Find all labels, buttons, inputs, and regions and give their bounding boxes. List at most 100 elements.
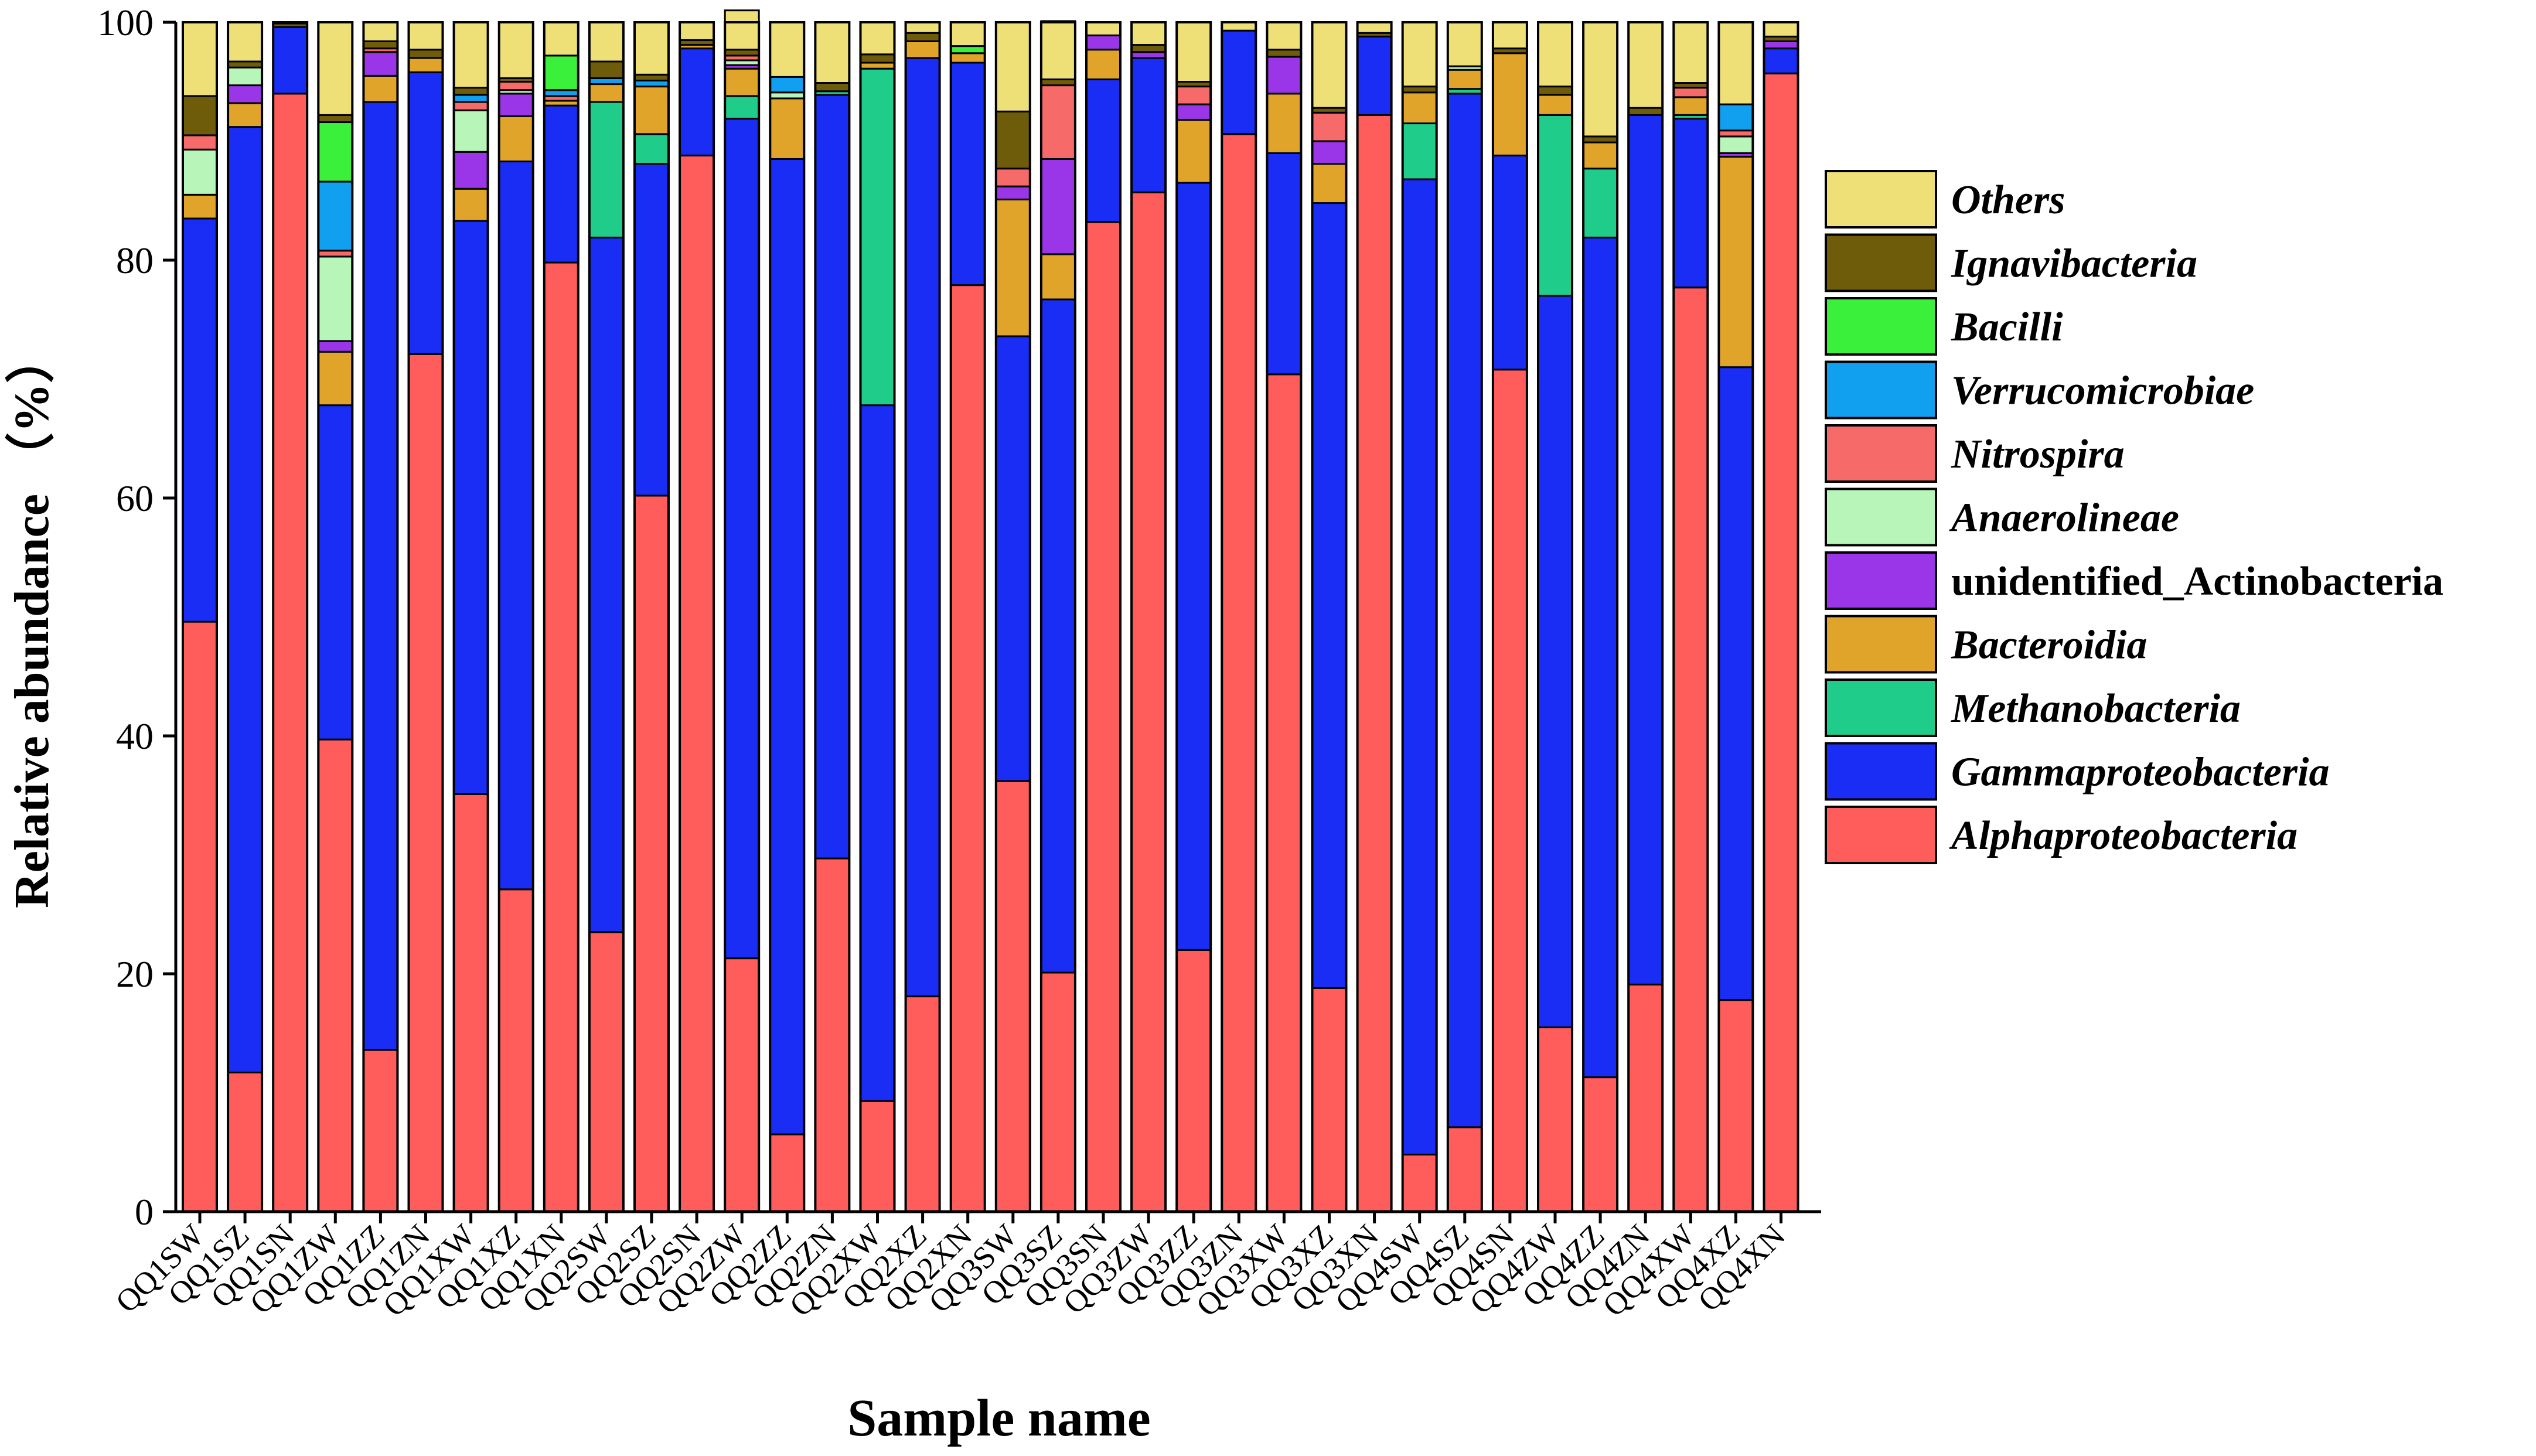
bar-segment — [1085, 221, 1122, 1213]
bar-segment — [724, 117, 760, 960]
bars-group — [182, 9, 1799, 1213]
bar-segment — [1175, 21, 1212, 83]
bar-segment — [1402, 178, 1438, 1156]
bar-segment — [860, 1100, 895, 1213]
bar-segment — [408, 57, 444, 73]
y-tick-label: 0 — [135, 1191, 154, 1233]
bar-segment — [1040, 158, 1076, 255]
bar-segment — [633, 495, 670, 1213]
bar-segment — [814, 82, 850, 93]
bar-segment — [588, 83, 625, 103]
bar-segment — [182, 95, 218, 137]
legend-label: Bacteroidia — [1951, 623, 2147, 668]
bar-segment — [1492, 154, 1528, 371]
legend-swatch — [1825, 360, 1937, 420]
bar-segment — [498, 161, 534, 891]
bar-segment — [1492, 52, 1528, 156]
bar-segment — [182, 148, 218, 196]
legend-label: Ignavibacteria — [1951, 241, 2197, 287]
bar-segment — [1266, 56, 1302, 95]
bar-segment — [1266, 21, 1302, 51]
bar-segment — [1402, 86, 1438, 94]
bar-segment — [588, 21, 625, 63]
y-tick-label: 20 — [116, 953, 154, 995]
bar-segment — [1311, 987, 1347, 1213]
bar-segment — [995, 780, 1031, 1213]
bar-segment — [1582, 1076, 1618, 1213]
bar-segment — [362, 40, 398, 50]
bar-segment — [1717, 21, 1754, 105]
bar-segment — [1537, 1026, 1573, 1213]
bar-segment — [408, 353, 444, 1213]
bar-segment — [1175, 86, 1212, 105]
bar-segment — [317, 114, 353, 124]
legend-swatch — [1825, 170, 1937, 229]
bar-segment — [1672, 96, 1709, 116]
bar-segment — [1627, 114, 1664, 986]
bar-segment — [498, 93, 534, 117]
bar-segment — [362, 74, 398, 103]
bar-segment — [1537, 94, 1573, 116]
bar-segment — [588, 236, 625, 933]
bar-segment — [1627, 983, 1664, 1213]
bar-segment — [1717, 135, 1754, 154]
legend-swatch — [1825, 551, 1937, 610]
bar-segment — [1717, 103, 1754, 132]
bar-segment — [1672, 287, 1709, 1213]
bar-segment — [633, 79, 670, 88]
bar-segment — [1311, 21, 1347, 109]
legend-label: Verrucomicrobiae — [1951, 369, 2254, 414]
y-tick-label: 80 — [116, 240, 154, 281]
bar-segment — [543, 261, 580, 1213]
bar-segment — [860, 62, 895, 70]
bar-segment — [498, 888, 534, 1213]
bar-segment — [1311, 202, 1347, 989]
bar-segment — [543, 21, 580, 57]
bar-segment — [860, 21, 895, 56]
bar-segment — [1627, 21, 1664, 109]
bar-segment — [1175, 118, 1212, 184]
bar-segment — [950, 45, 986, 54]
legend-swatch — [1825, 742, 1937, 801]
bar-segment — [453, 87, 489, 96]
bar-segment — [1717, 999, 1754, 1213]
bar-segment — [453, 187, 489, 222]
bar-segment — [1175, 182, 1212, 951]
bar-segment — [1266, 93, 1302, 154]
bar-segment — [1763, 47, 1799, 74]
x-axis-title: Sample name — [847, 1389, 1151, 1447]
bar-segment — [543, 104, 580, 264]
bar-segment — [272, 93, 308, 1213]
bar-segment — [1040, 253, 1076, 301]
bar-segment — [182, 193, 218, 220]
bar-segment — [1582, 168, 1618, 238]
bar-segment — [588, 60, 625, 79]
bar-segment — [588, 101, 625, 238]
bar-segment — [950, 21, 986, 47]
bar-segment — [1447, 1126, 1483, 1213]
bar-segment — [317, 340, 353, 353]
bar-segment — [724, 957, 760, 1213]
bar-segment — [769, 21, 805, 78]
legend-label: Others — [1951, 178, 2065, 223]
bar-segment — [362, 51, 398, 77]
legend-label: unidentified_Actinobacteria — [1951, 559, 2443, 604]
legend: Others Ignavibacteria Bacilli Verrucomicrob… — [1825, 170, 2443, 864]
bar-segment — [1356, 21, 1393, 34]
bar-segment — [408, 21, 444, 51]
bar-segment — [1266, 152, 1302, 376]
bar-segment — [905, 32, 941, 42]
bar-segment — [1447, 93, 1483, 1128]
bar-segment — [950, 62, 986, 287]
bar-segment — [1537, 21, 1573, 88]
bar-segment — [995, 168, 1031, 187]
bar-segment — [1130, 44, 1167, 53]
bar-segment — [543, 89, 580, 97]
bar-segment — [1040, 971, 1076, 1213]
x-ticks-group: QQ1SWQQ1SZQQ1SNQQ1ZWQQ1ZZQQ1ZNQQ1XWQQ1XZ… — [109, 1212, 1792, 1323]
bar-segment — [1447, 21, 1483, 67]
legend-label: Methanobacteria — [1951, 686, 2241, 731]
bar-segment — [814, 21, 850, 84]
bar-segment — [227, 102, 263, 128]
